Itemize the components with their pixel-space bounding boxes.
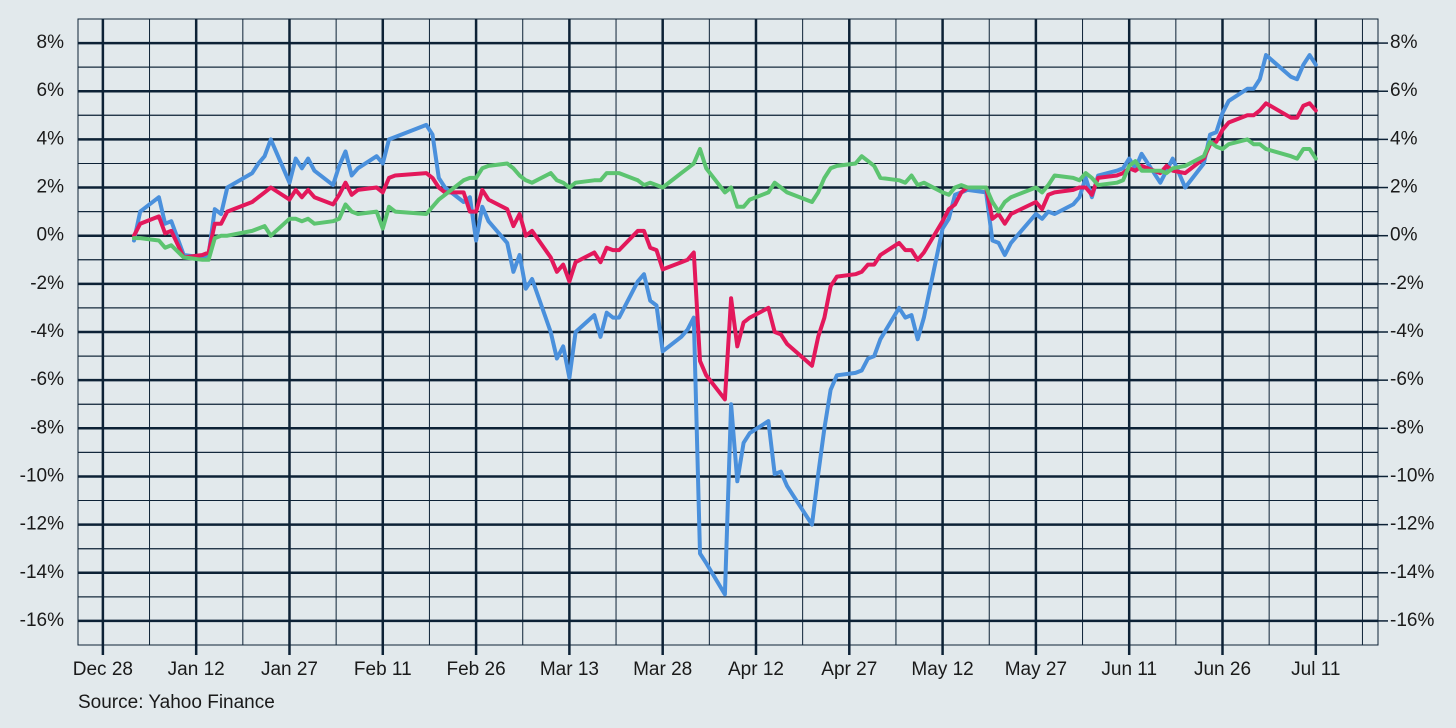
y-tick-label: 8% [37, 32, 65, 53]
y2-tick-label: -12% [1390, 514, 1434, 535]
y2-tick-label: -10% [1390, 465, 1434, 486]
x-tick-label: Mar 28 [633, 659, 692, 680]
y-tick-label: 2% [37, 177, 65, 198]
y-tick-label: -16% [20, 610, 64, 631]
y-tick-label: 0% [37, 225, 65, 246]
series-line [132, 101, 1318, 402]
series-line [132, 137, 1318, 262]
y2-tick-label: 0% [1390, 225, 1418, 246]
x-tick-label: Jan 12 [168, 659, 225, 680]
y-tick-label: 6% [37, 80, 65, 101]
x-tick-label: Jun 26 [1194, 659, 1251, 680]
x-tick-label: Apr 12 [728, 659, 784, 680]
y-tick-label: -8% [30, 417, 64, 438]
y2-tick-label: -16% [1390, 610, 1434, 631]
x-tick-label: Jun 11 [1101, 659, 1157, 680]
y-tick-label: -6% [30, 369, 64, 390]
lines [132, 53, 1318, 597]
y2-tick-label: 6% [1390, 80, 1418, 101]
y2-tick-label: 2% [1390, 177, 1418, 198]
x-tick-label: May 27 [1005, 659, 1067, 680]
y-tick-label: -2% [30, 273, 64, 294]
y2-tick-label: -8% [1390, 417, 1424, 438]
x-tick-label: Apr 27 [821, 659, 877, 680]
y2-tick-label: 4% [1390, 128, 1418, 149]
x-tick-label: Feb 11 [354, 659, 412, 680]
series-line [132, 53, 1318, 597]
x-tick-label: Dec 28 [73, 659, 133, 680]
y2-tick-label: -4% [1390, 321, 1424, 342]
y2-tick-label: -6% [1390, 369, 1424, 390]
y-tick-label: -10% [20, 465, 64, 486]
y-tick-label: -12% [20, 514, 64, 535]
x-tick-label: Feb 26 [447, 659, 506, 680]
y2-tick-label: -14% [1390, 562, 1434, 583]
source-note: Source: Yahoo Finance [78, 692, 275, 713]
x-tick-label: Jul 11 [1291, 659, 1340, 680]
x-tick-label: May 12 [911, 659, 973, 680]
y2-tick-label: 8% [1390, 32, 1418, 53]
x-tick-label: Mar 13 [540, 659, 599, 680]
x-tick-label: Jan 27 [261, 659, 318, 680]
y-tick-label: 4% [37, 128, 65, 149]
y2-tick-label: -2% [1390, 273, 1424, 294]
grid: -16% -14% -12% -10% -8% -6% -4% -2% 0% 2% 4% 6% 8% -1… [20, 18, 1434, 680]
y-tick-label: -4% [30, 321, 64, 342]
y-tick-label: -14% [20, 562, 64, 583]
